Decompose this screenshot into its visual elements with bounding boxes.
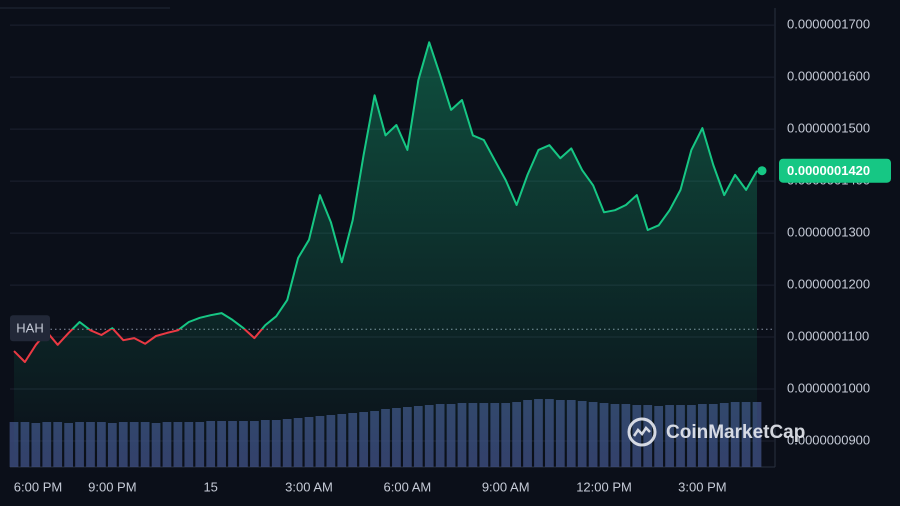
x-tick-label: 6:00 AM [384, 479, 432, 494]
x-tick-label: 3:00 PM [678, 479, 726, 494]
x-tick-label: 9:00 PM [88, 479, 136, 494]
price-line [13, 41, 758, 363]
y-tick-label: 0.0000000900 [787, 432, 870, 447]
x-tick-label: 12:00 PM [576, 479, 632, 494]
x-tick-label: 15 [203, 479, 217, 494]
watermark: CoinMarketCap [627, 417, 805, 447]
y-tick-label: 0.0000001700 [787, 17, 870, 32]
symbol-label: HAH [16, 321, 43, 336]
watermark-text: CoinMarketCap [666, 422, 805, 443]
y-tick-label: 0.0000001200 [787, 277, 870, 292]
last-point [757, 166, 767, 176]
y-tick-label: 0.0000001500 [787, 121, 870, 136]
y-tick-label: 0.0000001600 [787, 69, 870, 84]
price-tag-label: 0.0000001420 [787, 163, 870, 178]
x-tick-label: 6:00 PM [14, 479, 62, 494]
y-tick-label: 0.0000001000 [787, 380, 870, 395]
y-tick-label: 0.0000001300 [787, 225, 870, 240]
price-tag [779, 158, 891, 183]
x-tick-label: 3:00 AM [285, 479, 333, 494]
y-tick-label: 0.0000001100 [787, 328, 869, 343]
x-tick-label: 9:00 AM [482, 479, 530, 494]
symbol-badge [10, 315, 50, 342]
